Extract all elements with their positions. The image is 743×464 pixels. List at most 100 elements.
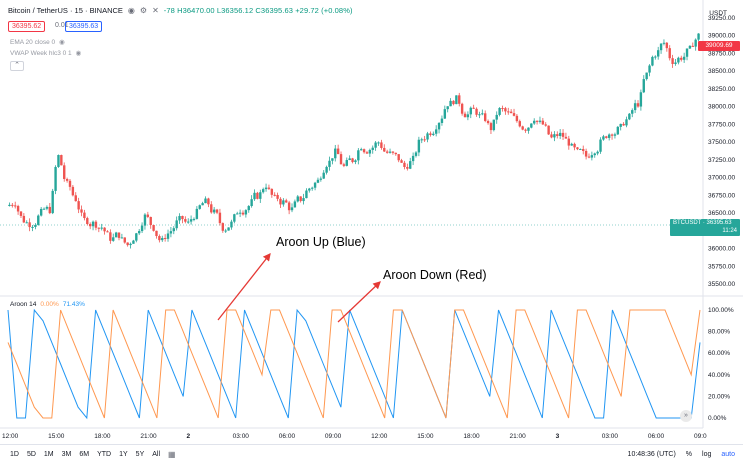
calendar-icon[interactable]: ▦ [168, 450, 176, 459]
candle-body [137, 231, 141, 234]
candle-body [645, 72, 648, 80]
buy-button[interactable]: 36395.63 [65, 21, 103, 32]
candle-body [547, 125, 550, 135]
candle-body [247, 206, 250, 211]
auto-scale-toggle[interactable]: auto [721, 451, 735, 458]
candle-body [34, 224, 37, 227]
timeframe-ytd[interactable]: YTD [97, 451, 112, 458]
timeframe-1y[interactable]: 1Y [119, 451, 128, 458]
candle-body [91, 221, 95, 227]
candle-body [276, 194, 279, 199]
candle-body [212, 209, 216, 213]
candle-body [440, 118, 444, 123]
candle-body [54, 166, 57, 191]
pair-price-tag: BTCUSDT · 36395.63 11:24 [670, 219, 740, 236]
candle-body [527, 127, 530, 131]
candle-body [241, 212, 245, 215]
sell-button[interactable]: 36395.62 [8, 21, 46, 32]
eye-icon[interactable]: ◉ [127, 6, 135, 15]
symbol-title[interactable]: Bitcoin / TetherUS · 15 · BINANCE [8, 6, 123, 15]
time-tick-label: 15:00 [48, 433, 65, 440]
time-tick-label: 09:00 [325, 433, 342, 440]
ema-legend[interactable]: EMA 20 close 0 ◉ [10, 38, 65, 47]
close-icon[interactable]: ✕ [152, 6, 159, 15]
candle-body [429, 133, 432, 135]
timeframe-5y[interactable]: 5Y [135, 451, 145, 458]
candle-body [143, 214, 147, 226]
candle-body [613, 134, 617, 136]
timeframe-5d[interactable]: 5D [26, 451, 36, 458]
candle-body [236, 213, 239, 215]
time-axis[interactable]: 12:00 15:00 18:00 21:00 2 03:00 06:00 09:00 12:0… [2, 433, 707, 440]
candle-body [633, 103, 637, 111]
eye-icon[interactable]: ◉ [75, 50, 82, 57]
candle-body [14, 205, 17, 207]
timeframe-3m[interactable]: 3M [61, 451, 72, 458]
candle-body [492, 119, 496, 131]
symbol-header: Bitcoin / TetherUS · 15 · BINANCE ◉ ⚙ ✕ … [8, 6, 353, 15]
timeframe-6m[interactable]: 6M [79, 451, 90, 458]
candle-body [426, 133, 429, 140]
candle-body [573, 143, 576, 148]
log-toggle[interactable]: log [702, 451, 712, 458]
candle-body [417, 139, 421, 153]
candle-body [31, 226, 34, 228]
candle-body [328, 160, 331, 167]
aroon-legend[interactable]: Aroon 14 0.00% 71.43% [10, 301, 85, 308]
candle-body [602, 136, 605, 140]
candle-body [691, 45, 694, 47]
candle-body [469, 107, 472, 115]
price-tick-label: 38250.00 [708, 86, 735, 93]
candle-body [654, 56, 657, 58]
collapse-legend-button[interactable]: ⌃ [10, 61, 24, 71]
scroll-to-realtime-button[interactable]: » [680, 410, 692, 422]
candle-body [253, 192, 256, 200]
percent-toggle[interactable]: % [685, 451, 693, 458]
price-tick-label: 38750.00 [708, 50, 735, 57]
time-tick-label: 06:00 [648, 433, 665, 440]
candle-body [360, 149, 363, 151]
candle-body [305, 190, 308, 199]
candle-body [553, 134, 556, 138]
candle-body [619, 123, 622, 127]
candle-body [593, 153, 596, 156]
chart-canvas[interactable]: 39250.00 39000.00 38750.00 38500.00 38250.00… [0, 0, 743, 444]
utc-clock[interactable]: 10:48:36 (UTC) [627, 451, 676, 458]
vwap-label: VWAP Week hlc3 0 1 [10, 49, 72, 57]
candle-body [432, 133, 435, 135]
price-tick-label: 35750.00 [708, 263, 735, 270]
candle-body [354, 160, 357, 163]
candle-body [259, 192, 262, 199]
candle-body [530, 123, 533, 128]
timeframe-1d[interactable]: 1D [10, 451, 19, 458]
candle-body [697, 33, 700, 40]
candle-body [8, 204, 11, 206]
eye-icon[interactable]: ◉ [59, 39, 65, 46]
candle-body [541, 120, 545, 125]
timeframe-all[interactable]: All [152, 451, 161, 458]
price-axis[interactable]: 39250.00 39000.00 38750.00 38500.00 38250.00… [708, 15, 735, 288]
candle-body [308, 188, 311, 191]
pair-tag-line1: BTCUSDT · 36395.63 [673, 220, 732, 226]
candle-body [161, 237, 164, 241]
candle-body [437, 122, 441, 130]
candle-body [51, 190, 54, 214]
candle-body [472, 107, 475, 109]
vwap-legend[interactable]: VWAP Week hlc3 0 1 ◉ [10, 49, 82, 58]
candle-body [88, 223, 92, 227]
aroon-axis[interactable]: 100.00% 80.00% 60.00% 40.00% 20.00% 0.00% [708, 307, 734, 422]
candle-body [409, 161, 412, 169]
candle-body [123, 237, 126, 243]
candle-body [310, 187, 314, 189]
candle-body [287, 202, 291, 211]
candle-body [296, 196, 299, 202]
time-tick-label: 06:00 [279, 433, 296, 440]
candle-body [83, 212, 86, 219]
candle-body [564, 136, 568, 139]
candle-body [475, 108, 478, 115]
candle-body [607, 134, 611, 138]
settings-icon[interactable]: ⚙ [139, 6, 148, 15]
aroon-up-annotation: Aroon Up (Blue) [276, 235, 366, 249]
timeframe-1m[interactable]: 1M [43, 451, 54, 458]
